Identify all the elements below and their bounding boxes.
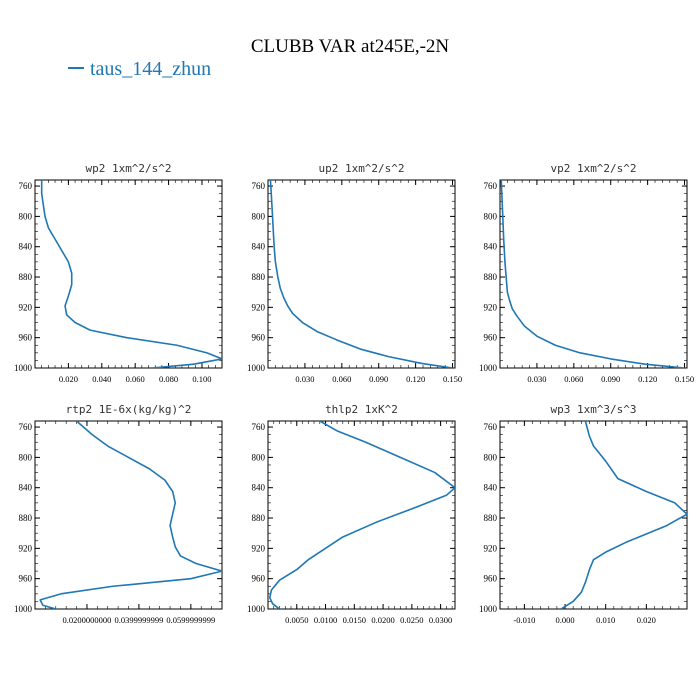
y-tick-label: 1000 xyxy=(479,363,498,373)
y-tick-label: 800 xyxy=(252,452,266,462)
y-tick-label: 760 xyxy=(252,181,266,191)
y-tick-label: 760 xyxy=(19,181,33,191)
y-tick-label: 960 xyxy=(19,333,33,343)
y-tick-label: 800 xyxy=(484,211,498,221)
x-tick-label: 0.020 xyxy=(59,374,78,384)
y-tick-label: 840 xyxy=(19,242,33,252)
y-tick-label: 920 xyxy=(484,302,498,312)
x-tick-label: 0.020 xyxy=(637,615,656,625)
panel-title: up2 1xm^2/s^2 xyxy=(318,162,404,175)
x-tick-label: 0.0399999999 xyxy=(114,615,163,625)
x-tick-label: 0.0100 xyxy=(314,615,337,625)
x-tick-label: 0.090 xyxy=(601,374,620,384)
series-line xyxy=(269,180,453,368)
plot-frame xyxy=(499,179,688,369)
y-tick-label: 1000 xyxy=(479,604,498,614)
x-tick-label: 0.090 xyxy=(369,374,388,384)
series-line xyxy=(40,180,222,368)
y-tick-label: 840 xyxy=(484,483,498,493)
y-tick-label: 880 xyxy=(19,513,33,523)
chart-panel-4: thlp2 1xK^2 760 800 840 880 920 960 1000 0.0050 0… xyxy=(247,403,456,625)
panel-title: wp3 1xm^3/s^3 xyxy=(550,403,636,416)
legend-line-swatch xyxy=(68,67,84,70)
y-tick-label: 920 xyxy=(252,302,266,312)
y-tick-label: 960 xyxy=(484,333,498,343)
y-tick-label: 1000 xyxy=(247,604,266,614)
chart-panel-5: wp3 1xm^3/s^3 760 800 840 880 920 960 1000 -0.01… xyxy=(479,403,688,625)
y-tick-label: 760 xyxy=(19,422,33,432)
y-tick-label: 800 xyxy=(252,211,266,221)
y-tick-label: 880 xyxy=(484,272,498,282)
y-tick-label: 840 xyxy=(252,483,266,493)
x-tick-label: 0.060 xyxy=(332,374,351,384)
series-line xyxy=(500,180,685,368)
panel-title: wp2 1xm^2/s^2 xyxy=(85,162,171,175)
y-tick-label: 920 xyxy=(19,543,33,553)
series-line xyxy=(560,421,687,609)
x-tick-label: 0.120 xyxy=(406,374,425,384)
y-tick-label: 760 xyxy=(252,422,266,432)
panel-title: rtp2 1E-6x(kg/kg)^2 xyxy=(66,403,192,416)
y-tick-label: 1000 xyxy=(14,363,33,373)
plot-frame xyxy=(267,420,456,610)
y-tick-label: 760 xyxy=(484,181,498,191)
y-tick-label: 760 xyxy=(484,422,498,432)
y-tick-label: 800 xyxy=(19,452,33,462)
x-tick-label: 0.150 xyxy=(675,374,694,384)
x-tick-label: 0.000 xyxy=(555,615,574,625)
y-tick-label: 880 xyxy=(252,272,266,282)
y-tick-label: 880 xyxy=(484,513,498,523)
y-tick-label: 960 xyxy=(252,333,266,343)
y-tick-label: 920 xyxy=(484,543,498,553)
plot-frame xyxy=(499,420,688,610)
chart-panel-2: vp2 1xm^2/s^2 760 800 840 880 920 960 1000 0.030… xyxy=(479,162,694,384)
x-tick-label: 0.010 xyxy=(596,615,615,625)
y-tick-label: 840 xyxy=(484,242,498,252)
legend: taus_144_zhun xyxy=(68,58,211,81)
series-line xyxy=(39,421,222,609)
y-tick-label: 960 xyxy=(252,574,266,584)
y-tick-label: 840 xyxy=(252,242,266,252)
x-tick-label: 0.060 xyxy=(126,374,145,384)
legend-label: taus_144_zhun xyxy=(90,58,212,80)
y-tick-label: 840 xyxy=(19,483,33,493)
chart-panel-0: wp2 1xm^2/s^2 760 800 840 880 920 960 1000 0.020… xyxy=(14,162,223,384)
x-tick-label: 0.150 xyxy=(443,374,462,384)
y-tick-label: 880 xyxy=(19,272,33,282)
x-tick-label: 0.030 xyxy=(295,374,314,384)
chart-panel-3: rtp2 1E-6x(kg/kg)^2 760 800 840 880 920 960 100… xyxy=(14,403,223,625)
x-tick-label: -0.010 xyxy=(513,615,535,625)
x-tick-label: 0.120 xyxy=(638,374,657,384)
y-tick-label: 1000 xyxy=(247,363,266,373)
x-tick-label: 0.060 xyxy=(564,374,583,384)
x-tick-label: 0.030 xyxy=(527,374,546,384)
plot-frame xyxy=(34,179,223,369)
y-tick-label: 960 xyxy=(19,574,33,584)
series-line xyxy=(268,421,455,609)
y-tick-label: 800 xyxy=(484,452,498,462)
y-tick-label: 920 xyxy=(19,302,33,312)
x-tick-label: 0.0050 xyxy=(285,615,308,625)
x-tick-label: 0.0200 xyxy=(371,615,394,625)
plot-frame xyxy=(267,179,456,369)
x-tick-label: 0.0599999999 xyxy=(166,615,215,625)
x-tick-label: 0.0250 xyxy=(400,615,423,625)
chart-panel-1: up2 1xm^2/s^2 760 800 840 880 920 960 1000 0.030… xyxy=(247,162,462,384)
x-tick-label: 0.100 xyxy=(192,374,211,384)
y-tick-label: 920 xyxy=(252,543,266,553)
panel-title: thlp2 1xK^2 xyxy=(325,403,398,416)
panel-title: vp2 1xm^2/s^2 xyxy=(550,162,636,175)
x-tick-label: 0.0300 xyxy=(429,615,452,625)
plot-frame xyxy=(34,420,223,610)
y-tick-label: 960 xyxy=(484,574,498,584)
figure-title: CLUBB VAR at245E,-2N xyxy=(250,36,450,57)
x-tick-label: 0.040 xyxy=(92,374,111,384)
y-tick-label: 800 xyxy=(19,211,33,221)
x-tick-label: 0.0200000000 xyxy=(63,615,112,625)
y-tick-label: 1000 xyxy=(14,604,33,614)
y-tick-label: 880 xyxy=(252,513,266,523)
x-tick-label: 0.0150 xyxy=(343,615,366,625)
x-tick-label: 0.080 xyxy=(159,374,178,384)
